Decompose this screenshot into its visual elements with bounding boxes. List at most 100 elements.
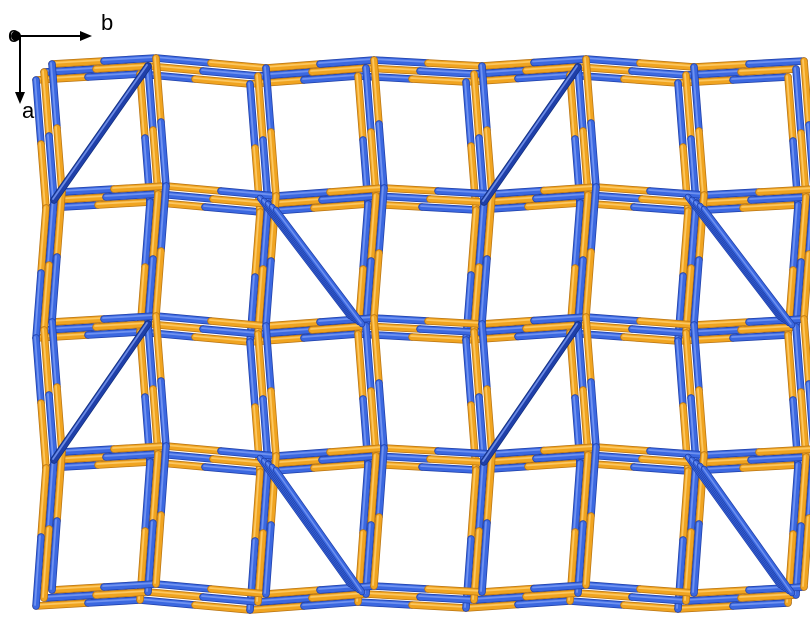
bond-v-2-7-0-half-1 <box>800 57 810 129</box>
bond-h-2-0-6-half-2 <box>745 57 808 68</box>
bond-h-0-1-6-half-2 <box>739 201 802 212</box>
bond-h-2-3-0-half-2 <box>110 442 170 453</box>
bond-h-1-0-3-half-2 <box>416 67 478 78</box>
bond-v-2-0-1-half-2 <box>48 253 61 326</box>
bond-v-2-1-0-half-1 <box>152 54 165 126</box>
bond-v-2-0-2-half-2 <box>53 383 66 456</box>
bond-h-0-3-6-half-2 <box>739 461 802 472</box>
bond-h-2-4-2-half-1 <box>262 586 324 598</box>
bond-h-2-0-2-half-2 <box>316 56 378 68</box>
bond-v-1-4-3-half-1 <box>475 458 488 535</box>
bond-v-1-1-1-half-1 <box>149 190 162 263</box>
bond-h-0-4-2-half-2 <box>300 598 362 610</box>
bond-h-2-1-1-half-2 <box>217 187 280 200</box>
bond-v-0-6-3-half-1 <box>679 467 692 544</box>
bond-v-1-1-3-half-1 <box>149 450 162 527</box>
bond-v-1-6-3-half-1 <box>687 459 700 536</box>
bond-h-2-1-4-half-1 <box>488 186 548 198</box>
bond-h-1-1-6-half-2 <box>747 193 810 204</box>
bond-v-0-6-1-half-1 <box>679 207 692 280</box>
bond-v-0-0-1-half-1 <box>37 204 50 277</box>
bond-v-1-2-3-half-1 <box>259 460 272 537</box>
bond-h-0-2-4-half-2 <box>514 329 574 341</box>
bond-v-2-6-2-half-2 <box>695 386 708 459</box>
bond-h-1-4-2-half-1 <box>254 594 316 606</box>
diagonal-linker-1 <box>480 63 582 206</box>
bond-h-2-3-6-half-2 <box>755 445 810 456</box>
bond-v-2-2-2-half-1 <box>262 322 275 395</box>
bond-v-0-6-0-half-1 <box>674 79 687 151</box>
bond-v-2-7-2-half-1 <box>800 315 810 388</box>
bond-h-2-4-1-half-1 <box>152 580 215 593</box>
bond-h-0-3-0-half-2 <box>94 458 154 469</box>
bond-h-2-1-5-half-1 <box>592 183 654 195</box>
bond-v-2-3-3-half-2 <box>370 513 383 590</box>
bond-v-0-2-0-half-1 <box>246 80 259 152</box>
bond-h-1-2-1-half-2 <box>199 325 262 338</box>
bond-network <box>32 54 810 614</box>
bond-h-0-3-5-half-2 <box>630 463 692 475</box>
bond-v-0-0-3-half-1 <box>37 464 50 541</box>
bond-h-2-0-4-half-1 <box>478 58 538 70</box>
bond-h-1-4-3-half-2 <box>416 593 478 604</box>
bond-v-2-1-1-half-2 <box>152 247 165 320</box>
bond-v-0-3-2-half-1 <box>354 330 367 403</box>
axis-indicator: c b a <box>8 10 113 123</box>
bond-h-1-0-1-half-2 <box>199 67 262 80</box>
bond-h-2-3-4-half-2 <box>540 443 600 455</box>
bond-h-2-1-6-half-2 <box>755 185 810 196</box>
bond-h-0-1-0-half-2 <box>94 198 154 209</box>
bond-v-1-0-1-half-1 <box>45 196 58 269</box>
bond-h-2-3-1-half-2 <box>217 447 280 460</box>
bond-v-2-7-3-half-2 <box>800 514 810 591</box>
bond-h-2-1-0-half-2 <box>110 182 170 193</box>
bond-v-2-4-0-half-2 <box>483 126 496 198</box>
bond-v-0-5-3-half-1 <box>571 459 584 536</box>
bond-v-1-7-1-half-1 <box>797 193 810 266</box>
bond-h-0-4-5-half-2 <box>620 601 682 613</box>
bond-h-2-1-2-half-2 <box>326 184 388 196</box>
bond-v-1-7-0-half-1 <box>792 65 805 137</box>
bond-v-0-4-0-half-1 <box>462 78 475 150</box>
bond-h-1-0-2-half-2 <box>308 64 370 76</box>
bond-v-2-0-3-half-2 <box>48 517 61 594</box>
bond-h-0-4-1-half-2 <box>191 601 254 614</box>
bond-h-2-1-2-half-1 <box>272 188 334 200</box>
bond-h-1-2-4-half-2 <box>522 321 582 333</box>
bond-h-2-4-0-half-2 <box>100 580 160 591</box>
bond-v-0-4-2-half-1 <box>462 336 475 409</box>
bond-h-0-0-2-half-2 <box>300 72 362 84</box>
bond-h-0-4-6-half-2 <box>729 599 792 610</box>
a-axis-arrowhead <box>15 92 25 104</box>
bond-v-0-3-1-half-1 <box>359 200 372 273</box>
bond-h-2-3-3-half-1 <box>380 444 442 455</box>
bond-h-2-1-3-half-1 <box>380 184 442 195</box>
bond-h-0-2-5-half-2 <box>620 333 682 345</box>
bond-v-0-4-3-half-1 <box>467 466 480 543</box>
bond-h-0-3-2-half-2 <box>310 460 372 472</box>
bond-v-1-1-3-half-2 <box>144 519 157 596</box>
bond-h-0-4-4-half-2 <box>514 597 574 609</box>
bond-h-0-0-6-half-2 <box>729 73 792 84</box>
bond-v-1-0-0-half-2 <box>45 132 58 204</box>
bond-v-2-6-0-half-1 <box>690 63 703 135</box>
bond-h-2-0-0-half-1 <box>48 57 108 68</box>
bond-v-0-0-1-half-2 <box>32 269 45 342</box>
bond-h-1-2-5-half-2 <box>628 325 690 337</box>
bond-v-2-0-3-half-1 <box>53 448 66 525</box>
bond-h-2-0-2-half-1 <box>262 60 324 72</box>
bond-h-0-4-6-half-1 <box>674 602 737 613</box>
bond-h-2-4-5-half-2 <box>636 585 698 597</box>
bond-h-2-3-6-half-1 <box>700 448 763 459</box>
diagonal-linker-0 <box>50 62 152 204</box>
bond-h-2-3-0-half-1 <box>58 445 118 456</box>
bond-h-2-4-4-half-2 <box>530 581 590 593</box>
bond-v-2-5-1-half-2 <box>582 248 595 321</box>
bond-h-2-1-1-half-1 <box>162 182 225 195</box>
bond-v-2-2-0-half-1 <box>262 64 275 136</box>
bond-v-0-7-1-half-1 <box>789 201 802 274</box>
bond-v-2-6-3-half-2 <box>690 520 703 597</box>
bond-h-0-3-4-half-2 <box>524 459 584 471</box>
bond-h-1-4-6-half-2 <box>737 591 800 602</box>
bond-h-2-2-1-half-2 <box>207 317 270 330</box>
